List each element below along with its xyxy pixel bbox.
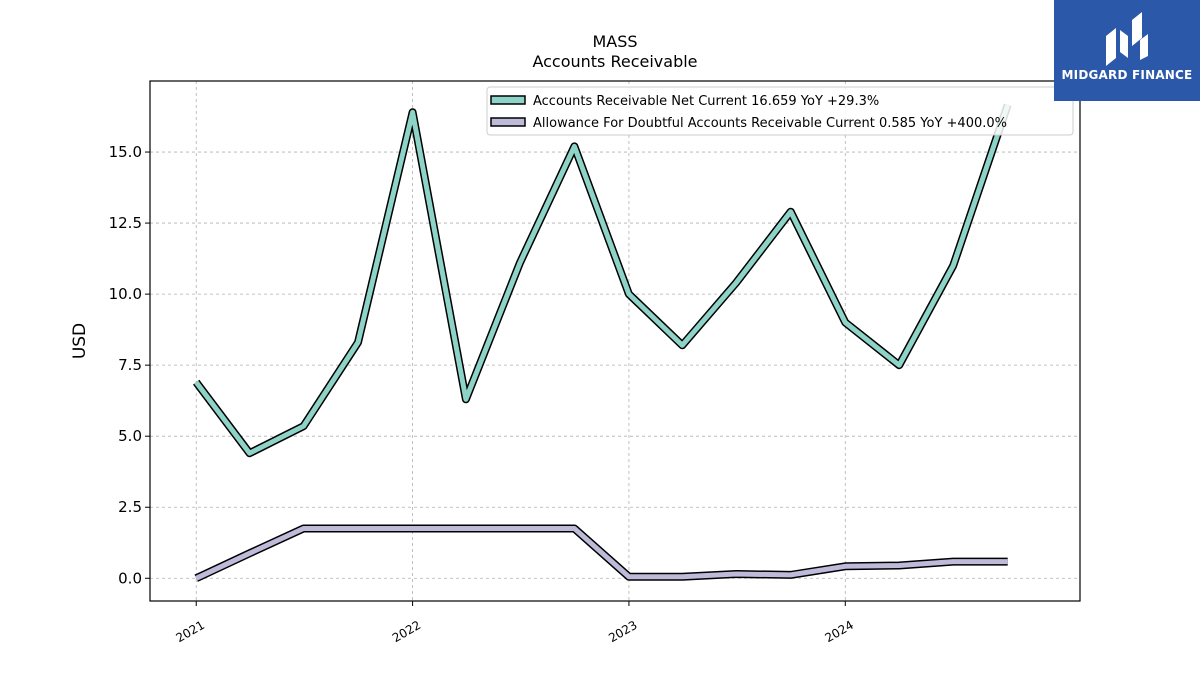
y-tick-label: 0.0 xyxy=(118,569,142,587)
grid-lines xyxy=(150,81,1080,601)
y-tick-label: 5.0 xyxy=(118,427,142,445)
legend-box xyxy=(486,86,1074,136)
legend-swatch-2 xyxy=(490,117,526,127)
chart-title: MASS xyxy=(592,32,638,51)
y-tick-label: 7.5 xyxy=(118,356,142,374)
series-lines xyxy=(193,103,1012,582)
legend-label-2: Allowance For Doubtful Accounts Receivab… xyxy=(533,116,1007,131)
series-line-2 xyxy=(195,526,1008,581)
series-line-1 xyxy=(194,104,1011,456)
x-tick-label: 2021 xyxy=(174,618,207,645)
x-tick-label: 2024 xyxy=(823,618,856,645)
legend-label-1: Accounts Receivable Net Current 16.659 Y… xyxy=(533,94,879,109)
legend-swatch-1 xyxy=(490,95,526,105)
y-tick-label: 12.5 xyxy=(109,214,142,232)
y-axis: 0.0 2.5 5.0 7.5 10.0 12.5 15.0 xyxy=(109,143,150,587)
y-tick-label: 15.0 xyxy=(109,143,142,161)
y-tick-label: 10.0 xyxy=(109,285,142,303)
x-tick-label: 2023 xyxy=(606,618,639,645)
midgard-logo-icon xyxy=(1106,12,1148,66)
y-tick-label: 2.5 xyxy=(118,498,142,516)
brand-logo-text: MIDGARD FINANCE xyxy=(1061,68,1193,82)
chart-subtitle: Accounts Receivable xyxy=(532,52,698,71)
legend: Accounts Receivable Net Current 16.659 Y… xyxy=(486,86,1074,136)
brand-logo: MIDGARD FINANCE xyxy=(1054,0,1200,101)
x-tick-label: 2022 xyxy=(390,618,423,645)
x-axis: 2021 2022 2023 2024 xyxy=(174,601,856,645)
plot-frame xyxy=(149,80,1081,602)
y-axis-label: USD xyxy=(70,323,90,359)
